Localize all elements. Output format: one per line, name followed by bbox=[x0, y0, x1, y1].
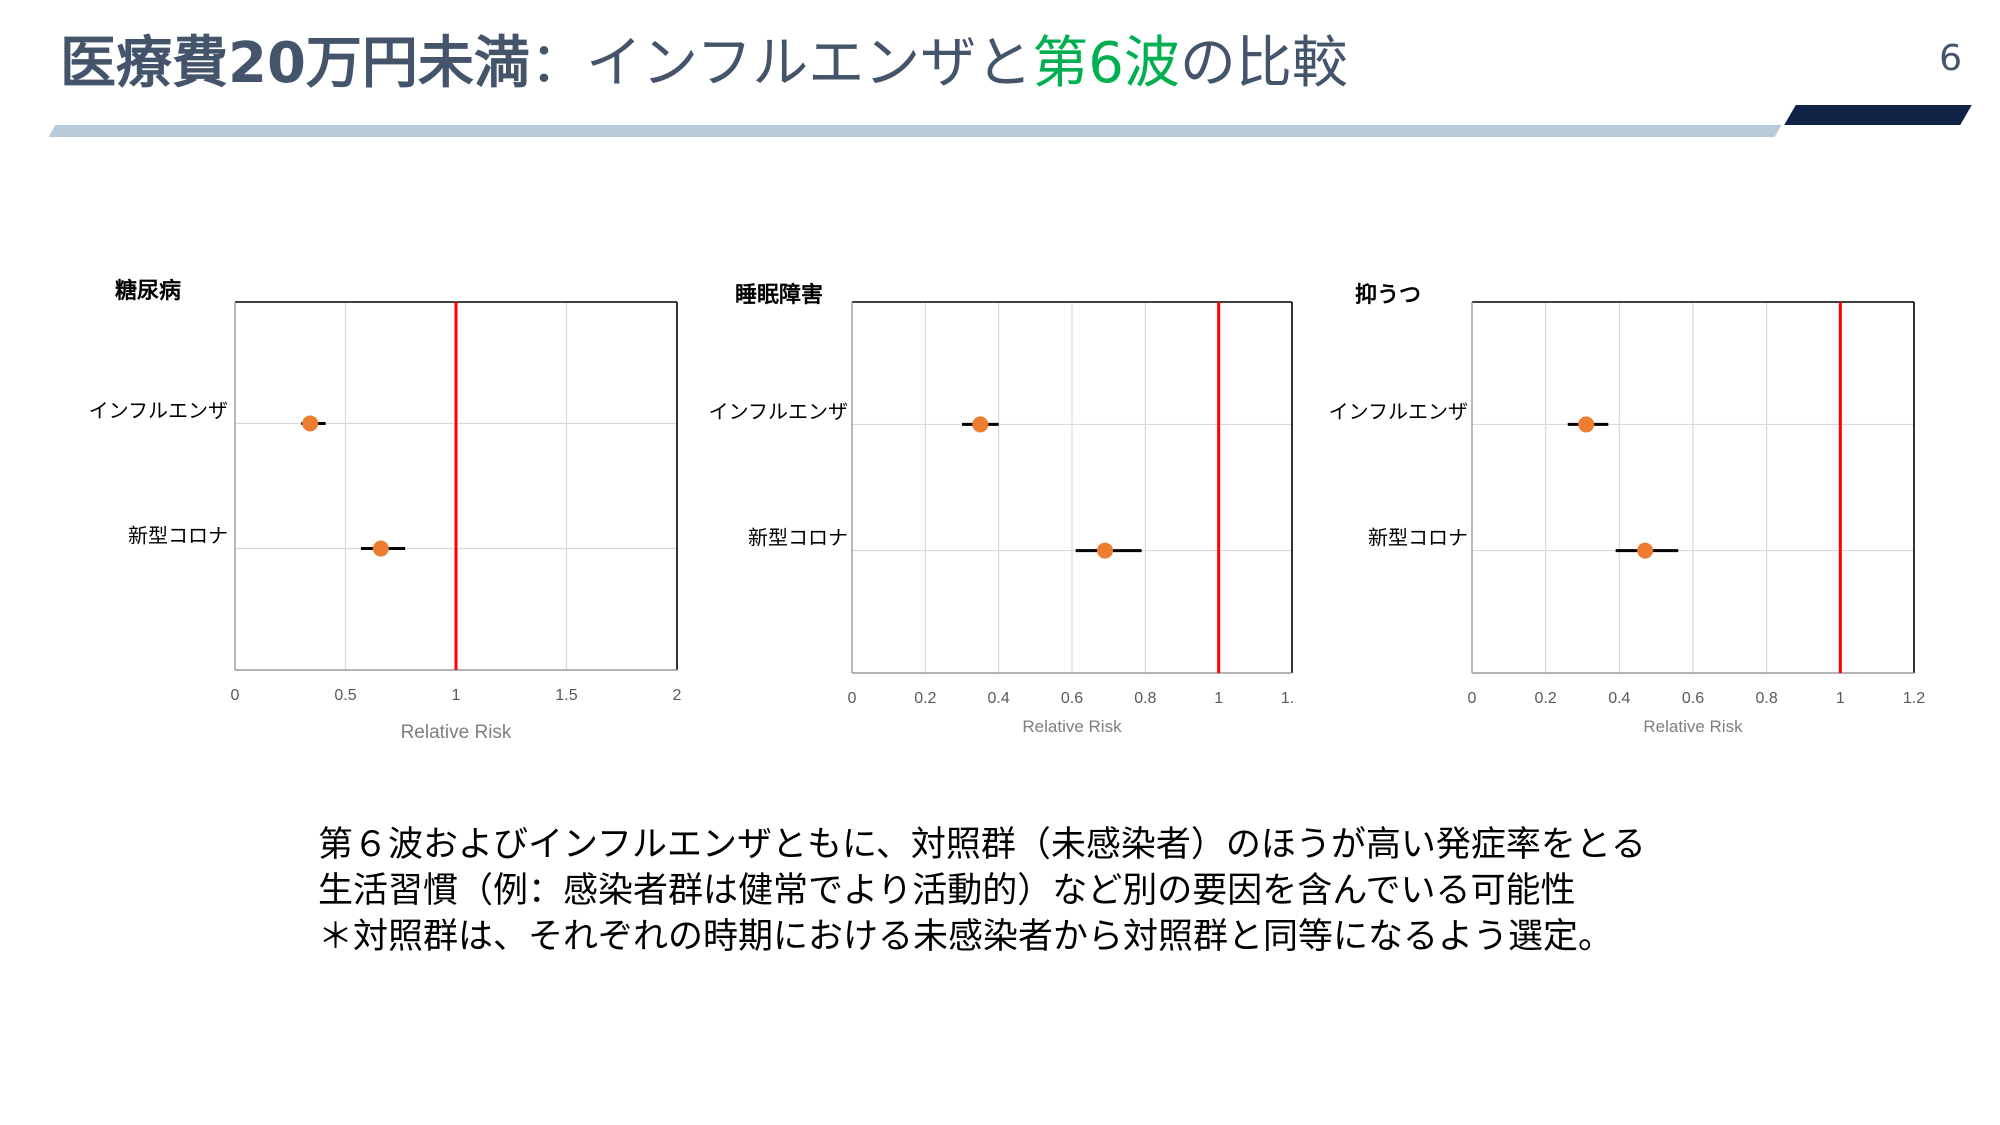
x-tick-label: 1.2 bbox=[1903, 690, 1925, 707]
note-line-1: 第６波およびインフルエンザともに、対照群（未感染者）のほうが高い発症率をとる bbox=[318, 825, 1646, 865]
x-tick-label: 0.4 bbox=[1608, 690, 1630, 707]
title-sixth-wave: 第6波 bbox=[1032, 31, 1180, 96]
data-point bbox=[1578, 416, 1595, 433]
header-rule-light bbox=[48, 125, 1782, 137]
x-tick-label: 0.8 bbox=[1134, 690, 1156, 707]
x-axis-title: Relative Risk bbox=[1022, 717, 1122, 736]
category-label: 新型コロナ bbox=[1368, 526, 1468, 550]
x-tick-label: 1 bbox=[452, 687, 461, 704]
x-tick-label: 0.4 bbox=[988, 690, 1010, 707]
x-tick-label: 2 bbox=[673, 687, 682, 704]
data-point bbox=[972, 416, 989, 433]
chart-depression-svg: 0 0.2 0.4 0.6 0.8 1 1.2 Relative Risk 抑うつインフルエンザ… bbox=[1329, 283, 1926, 736]
page-number: 6 bbox=[1939, 38, 1962, 79]
category-label: インフルエンザ bbox=[709, 399, 848, 423]
x-axis-title: Relative Risk bbox=[401, 722, 512, 743]
category-label: インフルエンザ bbox=[1329, 399, 1468, 423]
x-tick-label: 1 bbox=[1214, 690, 1223, 707]
chart-sleep-disorder-svg: 0 0.2 0.4 0.6 0.8 1 1.2 Relative Risk 睡眠障害インフルエン… bbox=[709, 282, 1295, 736]
title-comparison-suffix: の比較 bbox=[1179, 31, 1348, 96]
chart-depression: 0 0.2 0.4 0.6 0.8 1 1.2 Relative Risk 抑うつインフルエンザ… bbox=[1300, 270, 1940, 750]
x-tick-label: 0.2 bbox=[1535, 690, 1557, 707]
x-tick-label: 0 bbox=[848, 690, 857, 707]
category-label: 新型コロナ bbox=[128, 524, 228, 548]
category-label: 新型コロナ bbox=[748, 526, 848, 550]
header-rule-dark bbox=[1784, 105, 1972, 125]
x-tick-label: 0.6 bbox=[1682, 690, 1704, 707]
title-comparison-text: ：インフルエンザと bbox=[529, 31, 1033, 96]
page-title: 医療費20万円未満：インフルエンザと第6波の比較 bbox=[60, 28, 1348, 100]
x-tick-label: 0.6 bbox=[1061, 690, 1083, 707]
data-point bbox=[372, 540, 389, 557]
note-line-3: ＊対照群は、それぞれの時期における未感染者から対照群と同等になるよう選定。 bbox=[318, 917, 1614, 957]
x-tick-label: 1.2 bbox=[1281, 690, 1295, 707]
chart-diabetes: 0 0.5 1 1.5 2 Relative Risk 糖尿病インフルエンザ新型コロナ bbox=[60, 270, 685, 750]
data-point bbox=[1097, 542, 1113, 559]
x-tick-label: 0 bbox=[231, 687, 240, 704]
category-label: インフルエンザ bbox=[89, 398, 228, 422]
data-point bbox=[1637, 542, 1654, 559]
x-tick-label: 0.5 bbox=[334, 687, 356, 704]
chart-title: 糖尿病 bbox=[115, 278, 181, 304]
x-tick-label: 0 bbox=[1468, 690, 1477, 707]
chart-title: 睡眠障害 bbox=[735, 282, 823, 308]
x-axis-title: Relative Risk bbox=[1643, 717, 1743, 736]
explanatory-note: 第６波およびインフルエンザともに、対照群（未感染者）のほうが高い発症率をとる 生… bbox=[318, 822, 1646, 960]
x-tick-label: 0.2 bbox=[914, 690, 936, 707]
x-tick-label: 0.8 bbox=[1756, 690, 1778, 707]
note-line-2: 生活習慣（例：感染者群は健常でより活動的）など別の要因を含んでいる可能性 bbox=[318, 871, 1576, 911]
title-cost-condition: 医療費20万円未満 bbox=[60, 31, 530, 96]
x-tick-label: 1 bbox=[1836, 690, 1845, 707]
data-point bbox=[302, 415, 319, 432]
chart-sleep-disorder: 0 0.2 0.4 0.6 0.8 1 1.2 Relative Risk 睡眠障害インフルエン… bbox=[680, 270, 1295, 750]
x-tick-label: 1.5 bbox=[555, 687, 577, 704]
chart-title: 抑うつ bbox=[1355, 283, 1421, 308]
